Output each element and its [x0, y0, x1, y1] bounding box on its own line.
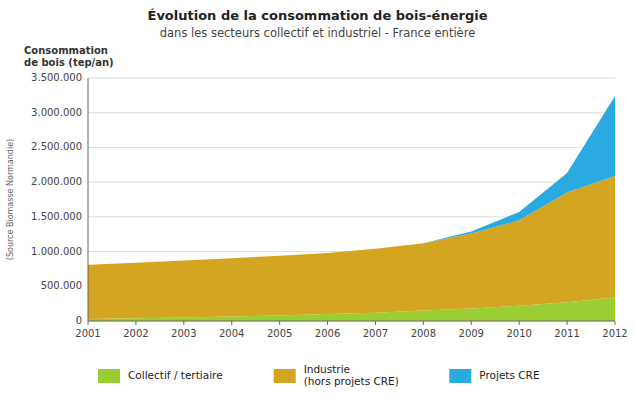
x-tick-label: 2008 [411, 328, 436, 339]
subtitle: dans les secteurs collectif et industrie… [160, 26, 475, 40]
x-tick-label: 2004 [219, 328, 244, 339]
source-note: (Source Biomasse Normandie) [6, 139, 15, 260]
y-tick-label: 1.000.000 [31, 246, 82, 257]
area [88, 176, 615, 319]
x-tick-label: 2003 [171, 328, 196, 339]
grid-line [88, 321, 615, 322]
legend-swatch [449, 369, 471, 383]
y-axis-line [88, 78, 89, 321]
grid-line [88, 147, 615, 148]
y-tick-label: 3.500.000 [31, 72, 82, 83]
x-tick [327, 321, 328, 325]
x-tick-label: 2009 [459, 328, 484, 339]
chart: Évolution de la consommation de bois-éne… [0, 0, 635, 403]
x-tick [375, 321, 376, 325]
legend-label: Collectif / tertiaire [128, 369, 223, 381]
grid-line [88, 78, 615, 79]
x-tick-label: 2001 [75, 328, 100, 339]
x-tick [231, 321, 232, 325]
x-tick-label: 2006 [315, 328, 340, 339]
y-tick-label: 3.000.000 [31, 107, 82, 118]
y-tick-label: 0 [76, 315, 82, 326]
x-tick-label: 2012 [602, 328, 627, 339]
x-tick-label: 2005 [267, 328, 292, 339]
x-tick-label: 2011 [554, 328, 579, 339]
x-tick [519, 321, 520, 325]
x-tick-label: 2002 [123, 328, 148, 339]
y-label: de bois (tep/an) [24, 57, 114, 68]
y-label: Consommation [24, 45, 108, 56]
x-tick [615, 321, 616, 325]
y-tick-label: 2.000.000 [31, 176, 82, 187]
grid-line [88, 112, 615, 113]
legend-label: Projets CRE [479, 369, 539, 381]
x-axis-line [88, 321, 615, 322]
x-tick [567, 321, 568, 325]
x-tick [471, 321, 472, 325]
legend: Collectif / tertiaire Industrie(hors proj… [98, 363, 540, 387]
x-tick [88, 321, 89, 325]
x-tick [135, 321, 136, 325]
y-tick-label: 1.500.000 [31, 211, 82, 222]
legend-swatch [274, 369, 296, 383]
x-tick-label: 2007 [363, 328, 388, 339]
legend-label: (hors projets CRE) [304, 375, 399, 387]
grid-line [88, 182, 615, 183]
x-tick-label: 2010 [506, 328, 531, 339]
areas [88, 96, 615, 321]
x-tick [183, 321, 184, 325]
grid [88, 78, 615, 321]
y-tick-label: 500.000 [41, 280, 82, 291]
y-tick-label: 2.500.000 [31, 141, 82, 152]
x-tick [279, 321, 280, 325]
area [88, 96, 615, 265]
title: Évolution de la consommation de bois-éne… [148, 8, 488, 23]
legend-label: Industrie [304, 363, 350, 375]
x-tick [423, 321, 424, 325]
legend-swatch [98, 369, 120, 383]
